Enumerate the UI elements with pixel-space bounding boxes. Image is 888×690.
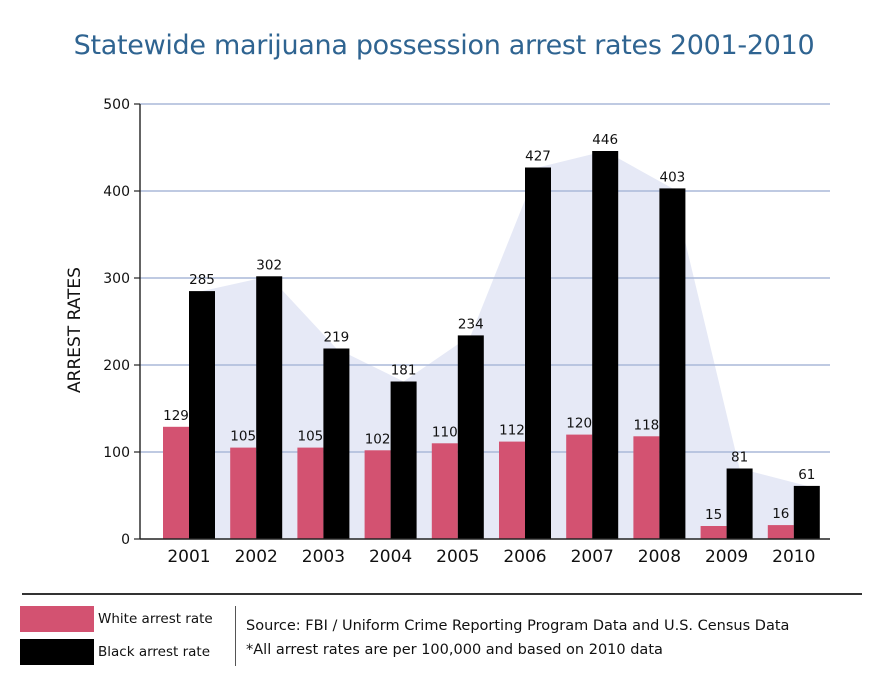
data-label: 81 bbox=[731, 450, 748, 466]
bar-black-2002 bbox=[256, 276, 283, 539]
data-label: 112 bbox=[499, 423, 525, 439]
data-label: 61 bbox=[798, 467, 815, 483]
chart-title: Statewide marijuana possession arrest ra… bbox=[73, 30, 815, 61]
y-tick-label: 200 bbox=[103, 358, 130, 374]
bar-white-2009 bbox=[700, 526, 727, 539]
bar-black-2006 bbox=[525, 167, 551, 539]
bar-white-2001 bbox=[163, 426, 189, 539]
bar-white-2007 bbox=[566, 434, 593, 539]
bar-black-2003 bbox=[323, 348, 350, 539]
legend-item-white: White arrest rate bbox=[20, 606, 220, 632]
bar-black-2004 bbox=[390, 381, 417, 539]
notes-separator bbox=[235, 606, 236, 666]
x-tick-label: 2007 bbox=[571, 547, 614, 567]
bar-white-2008 bbox=[633, 436, 660, 539]
legend-swatch-white bbox=[20, 606, 94, 632]
data-labels-layer: 129 285 105 302 105 219 102 181 110 234 112 427 120 4… bbox=[163, 132, 815, 523]
y-axis-label: ARREST RATES bbox=[65, 267, 85, 393]
legend-item-black: Black arrest rate bbox=[20, 639, 220, 665]
bar-white-2010 bbox=[767, 525, 794, 539]
x-tick-label: 2005 bbox=[436, 547, 479, 567]
bars-layer bbox=[163, 151, 820, 539]
data-label: 105 bbox=[230, 429, 256, 445]
x-tick-label: 2003 bbox=[302, 547, 345, 567]
x-tick-label: 2002 bbox=[235, 547, 278, 567]
data-label: 219 bbox=[324, 330, 350, 346]
data-label: 105 bbox=[298, 429, 324, 445]
data-label: 110 bbox=[432, 424, 458, 440]
legend-label-white: White arrest rate bbox=[98, 611, 213, 627]
bar-black-2008 bbox=[659, 188, 686, 539]
bar-white-2006 bbox=[499, 441, 525, 539]
data-label: 446 bbox=[592, 132, 618, 148]
x-tick-label: 2001 bbox=[167, 547, 210, 567]
data-label: 234 bbox=[458, 316, 484, 332]
y-tick-label: 0 bbox=[121, 532, 130, 548]
y-tick-label: 400 bbox=[103, 184, 130, 200]
bar-black-2009 bbox=[726, 468, 753, 539]
data-label: 129 bbox=[163, 408, 189, 424]
x-tick-label: 2010 bbox=[772, 547, 815, 567]
bar-white-2003 bbox=[297, 447, 324, 539]
y-tick-label: 100 bbox=[103, 445, 130, 461]
axes-layer: 0 100 200 300 400 500 2001 2002 2003 2004 2005 2006… bbox=[103, 97, 830, 567]
x-tick-label: 2009 bbox=[705, 547, 748, 567]
data-label: 102 bbox=[365, 431, 391, 447]
data-label: 427 bbox=[525, 149, 551, 165]
bar-black-2007 bbox=[592, 151, 619, 539]
y-tick-label: 500 bbox=[103, 97, 130, 113]
bar-black-2005 bbox=[457, 335, 484, 539]
legend-label-black: Black arrest rate bbox=[98, 644, 211, 660]
x-tick-label: 2006 bbox=[503, 547, 546, 567]
legend-swatch-black bbox=[20, 639, 94, 665]
source-note: Source: FBI / Uniform Crime Reporting Pr… bbox=[246, 618, 790, 634]
notes: Source: FBI / Uniform Crime Reporting Pr… bbox=[246, 614, 789, 662]
x-tick-label: 2004 bbox=[369, 547, 412, 567]
bar-white-2002 bbox=[230, 447, 257, 539]
data-label: 403 bbox=[660, 169, 686, 185]
data-label: 120 bbox=[566, 416, 592, 432]
y-tick-label: 300 bbox=[103, 271, 130, 287]
bar-black-2010 bbox=[793, 485, 820, 539]
bar-white-2005 bbox=[431, 443, 458, 539]
data-label: 181 bbox=[391, 363, 417, 379]
legend-divider-line bbox=[22, 593, 862, 595]
data-label: 285 bbox=[189, 272, 215, 288]
data-label: 302 bbox=[256, 257, 282, 273]
x-tick-label: 2008 bbox=[638, 547, 681, 567]
footnote: *All arrest rates are per 100,000 and ba… bbox=[246, 642, 663, 658]
data-label: 16 bbox=[772, 506, 789, 522]
data-label: 118 bbox=[634, 417, 660, 433]
bar-black-2001 bbox=[189, 291, 215, 539]
bar-white-2004 bbox=[364, 450, 391, 539]
data-label: 15 bbox=[705, 507, 722, 523]
